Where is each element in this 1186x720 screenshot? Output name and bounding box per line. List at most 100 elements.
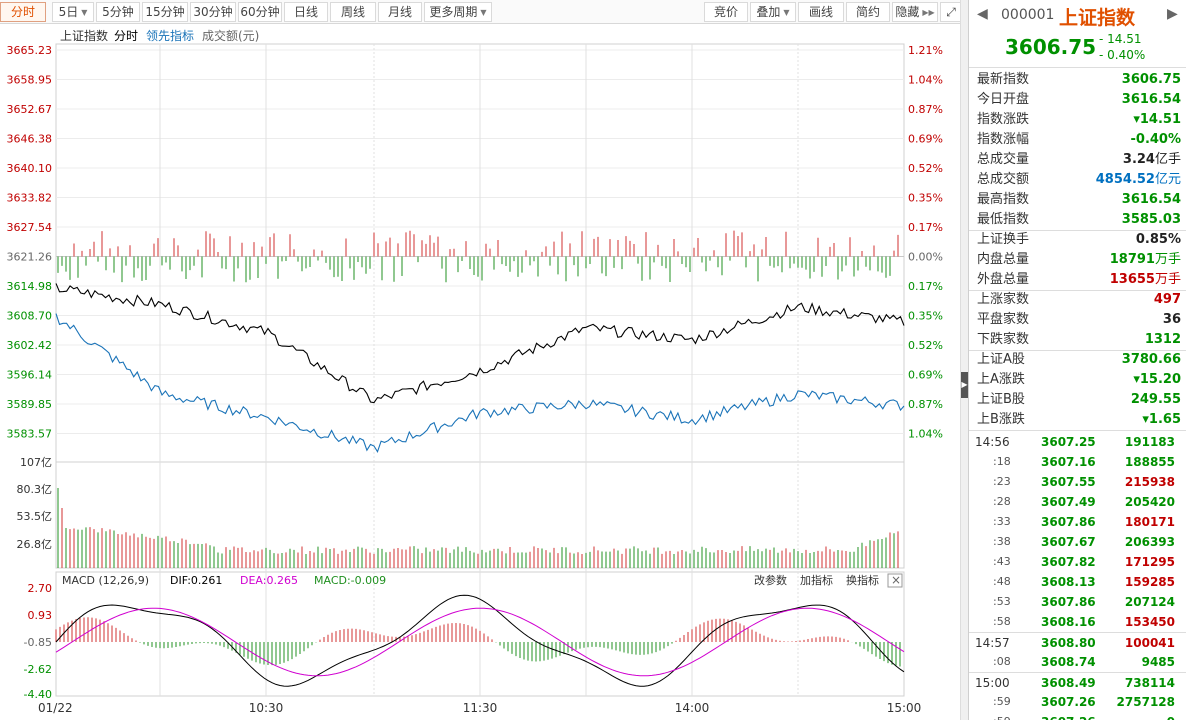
price-axis-label: 3583.57 bbox=[7, 428, 53, 441]
tick-row: :33 3607.86 180171 bbox=[969, 512, 1186, 532]
quote-info-value: 3606.75 bbox=[1122, 70, 1181, 90]
period-tab-60min[interactable]: 60分钟 bbox=[238, 2, 282, 22]
collapse-panel-icon[interactable]: ▶ bbox=[961, 372, 968, 398]
macd-toolbar-button: 改参数 bbox=[754, 573, 787, 587]
tick-row: 14:56 3607.25 191183 bbox=[969, 432, 1186, 452]
period-tab-daily[interactable]: 日线 bbox=[284, 2, 328, 22]
quote-info-value: ▾1.65 bbox=[1142, 410, 1181, 430]
price-axis-label: 3640.10 bbox=[7, 162, 53, 175]
price-axis-label: 3621.26 bbox=[7, 251, 53, 264]
macd-axis-label: 0.93 bbox=[28, 609, 53, 622]
volume-axis-label: 26.8亿 bbox=[17, 538, 53, 551]
chart-legend-item: 分时 bbox=[114, 29, 138, 43]
quote-info-label: 总成交量 bbox=[977, 152, 1030, 167]
macd-toolbar-button: 换指标 bbox=[846, 573, 879, 587]
quote-info-number: 3780.66 bbox=[1121, 352, 1181, 367]
simple-mode-button[interactable]: 简约 bbox=[846, 2, 890, 22]
tick-price: 3607.55 bbox=[1041, 475, 1096, 489]
period-tab-intraday[interactable]: 分时 bbox=[0, 2, 46, 22]
overlay-button[interactable]: 叠加 ▼ bbox=[750, 2, 796, 22]
quote-info-value: -0.40% bbox=[1131, 130, 1182, 150]
draw-line-button[interactable]: 画线 bbox=[798, 2, 844, 22]
quote-info-unit: 亿元 bbox=[1154, 172, 1181, 187]
chevron-down-icon: ▼ bbox=[783, 8, 790, 17]
tick-volume: 153450 bbox=[1124, 615, 1175, 629]
quote-info-unit: 亿手 bbox=[1154, 152, 1181, 167]
tool-button-label: 隐藏 bbox=[895, 5, 920, 19]
tick-time: :59 bbox=[993, 712, 1029, 720]
quote-panel: ◀ 000001 上证指数 ▶ 3606.75 - 14.51 - 0.40% … bbox=[968, 0, 1186, 720]
tick-time: :33 bbox=[993, 515, 1011, 528]
tick-time: :38 bbox=[993, 535, 1011, 548]
quote-info-number: 0.85% bbox=[1135, 232, 1181, 247]
tick-volume: 207124 bbox=[1124, 595, 1175, 609]
tick-row: :48 3608.13 159285 bbox=[969, 572, 1186, 592]
percent-axis-label: 0.52% bbox=[908, 162, 943, 175]
percent-axis-label: 0.52% bbox=[908, 339, 943, 352]
tick-time: 14:56 bbox=[975, 435, 1010, 449]
period-tab-15min[interactable]: 15分钟 bbox=[142, 2, 188, 22]
quote-info-value: 249.55 bbox=[1131, 390, 1181, 410]
quote-info-value: ▾15.20 bbox=[1133, 370, 1181, 390]
price-axis-label: 3608.70 bbox=[7, 310, 53, 323]
tick-row: :59 3607.26 2757128 bbox=[969, 692, 1186, 712]
change-amount: - 14.51 bbox=[1099, 32, 1142, 46]
quote-info-row: 指数涨幅 -0.40% bbox=[969, 130, 1186, 150]
period-tab-label: 分时 bbox=[10, 5, 35, 19]
tick-price: 3607.86 bbox=[1041, 515, 1096, 529]
period-toolbar: 分时 5日 ▼ 5分钟 15分钟 30分钟 60分钟 日线 周线 月线 更多周期 ▼ 竞价 叠加 ▼ 画线 简约… bbox=[0, 0, 964, 24]
close-icon[interactable] bbox=[887, 573, 903, 588]
quote-info-number: 13655 bbox=[1109, 272, 1155, 287]
quote-info-label: 最高指数 bbox=[977, 192, 1030, 207]
hide-button[interactable]: 隐藏 ▶▶ bbox=[892, 2, 938, 22]
volume-axis-label: 80.3亿 bbox=[17, 483, 53, 496]
chart-area[interactable]: 上证指数 分时 领先指标 成交额(元) 3665.23 1.21% 3658.95 1.04%… bbox=[0, 24, 964, 720]
tick-row: :59 3607.26 0 bbox=[969, 712, 1186, 720]
tick-price: 3607.26 bbox=[1041, 695, 1096, 709]
prev-stock-icon[interactable]: ◀ bbox=[977, 6, 988, 22]
tick-price: 3607.26 bbox=[1041, 712, 1096, 720]
quote-info-value: 497 bbox=[1154, 290, 1181, 310]
period-tab-5day[interactable]: 5日 ▼ bbox=[52, 2, 94, 22]
quote-info-row: 最低指数 3585.03 bbox=[969, 210, 1186, 230]
quote-info-label: 今日开盘 bbox=[977, 92, 1030, 107]
panel-splitter[interactable] bbox=[960, 0, 969, 720]
auction-button[interactable]: 竞价 bbox=[704, 2, 748, 22]
quote-info-value: ▾14.51 bbox=[1133, 110, 1181, 130]
period-tab-weekly[interactable]: 周线 bbox=[330, 2, 376, 22]
intraday-chart[interactable]: 上证指数 分时 领先指标 成交额(元) 3665.23 1.21% 3658.95 1.04%… bbox=[0, 24, 964, 720]
fullscreen-icon[interactable]: ⤢ bbox=[940, 2, 962, 22]
period-tab-5min[interactable]: 5分钟 bbox=[96, 2, 140, 22]
volume-axis-label: 53.5亿 bbox=[17, 510, 53, 523]
tick-list[interactable]: 14:56 3607.25 191183:18 3607.16 188855:23 360… bbox=[969, 432, 1186, 720]
quote-info-row: 下跌家数 1312 bbox=[969, 330, 1186, 350]
tick-time: :59 bbox=[993, 695, 1011, 708]
percent-axis-label: 0.35% bbox=[908, 310, 943, 323]
stock-code: 000001 bbox=[1001, 7, 1055, 23]
tick-row: 14:57 3608.80 100041 bbox=[969, 632, 1186, 652]
period-tab-monthly[interactable]: 月线 bbox=[378, 2, 422, 22]
next-stock-icon[interactable]: ▶ bbox=[1167, 6, 1178, 22]
percent-axis-label: 0.87% bbox=[908, 398, 943, 411]
tick-price: 3608.80 bbox=[1041, 636, 1096, 650]
period-tab-label: 5分钟 bbox=[102, 5, 134, 19]
quote-info-label: 上证换手 bbox=[977, 232, 1030, 247]
quote-info-number: 36 bbox=[1162, 312, 1181, 327]
tick-row: :08 3608.74 9485 bbox=[969, 652, 1186, 672]
period-tab-more[interactable]: 更多周期 ▼ bbox=[424, 2, 492, 22]
tick-row: :43 3607.82 171295 bbox=[969, 552, 1186, 572]
macd-dea-value: DEA:0.265 bbox=[240, 574, 298, 587]
period-tab-30min[interactable]: 30分钟 bbox=[190, 2, 236, 22]
tick-volume: 188855 bbox=[1124, 455, 1175, 469]
tick-volume: 215938 bbox=[1124, 475, 1175, 489]
quote-info-value: 3.24亿手 bbox=[1123, 150, 1181, 170]
change-percent: - 0.40% bbox=[1099, 48, 1146, 62]
percent-axis-label: 0.69% bbox=[908, 369, 943, 382]
quote-info-group1: 最新指数 3606.75 今日开盘 3616.54 指数涨跌 ▾14.51 指数涨幅 -0.4… bbox=[969, 70, 1186, 231]
tick-row: :53 3607.86 207124 bbox=[969, 592, 1186, 612]
quote-info-number: 18791 bbox=[1109, 252, 1155, 267]
quote-info-value: 4854.52亿元 bbox=[1096, 170, 1181, 190]
tick-price: 3607.16 bbox=[1041, 455, 1096, 469]
quote-info-row: 上涨家数 497 bbox=[969, 290, 1186, 310]
quote-info-unit: 万手 bbox=[1154, 252, 1181, 267]
